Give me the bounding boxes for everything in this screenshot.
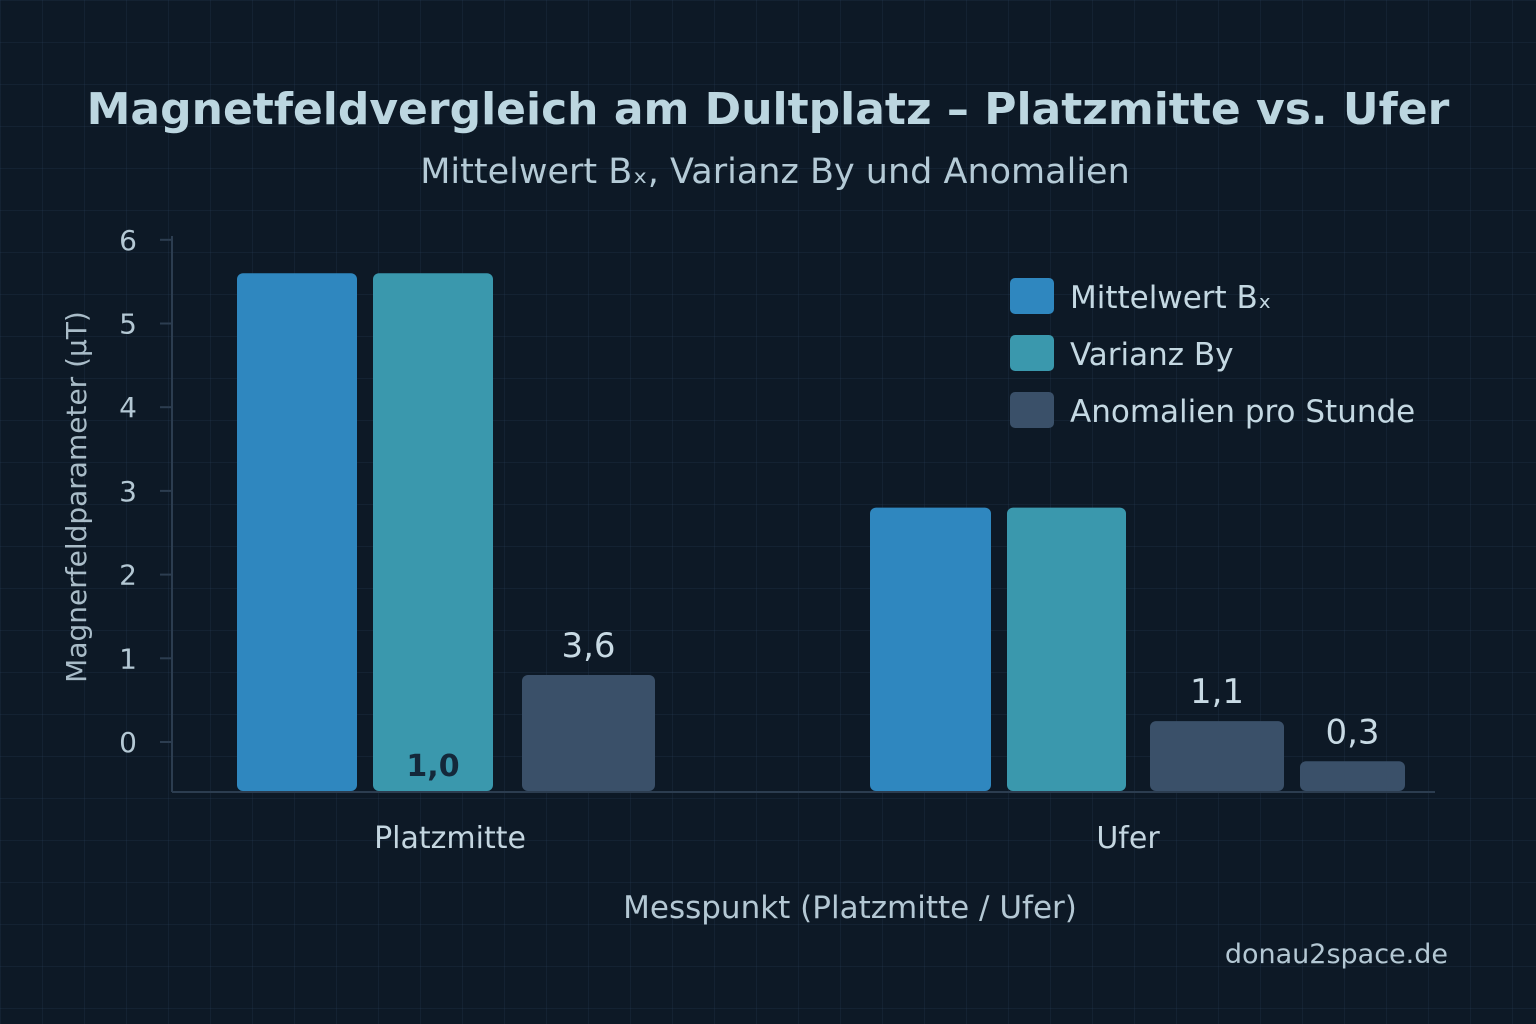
legend-swatch-anomalien bbox=[1010, 392, 1054, 428]
x-tick-platzmitte: Platzmitte bbox=[374, 821, 526, 856]
legend-swatch-mittelwert bbox=[1010, 278, 1054, 314]
bar-ufer-4 bbox=[1007, 507, 1126, 791]
y-tick-label: 3 bbox=[119, 475, 137, 508]
bar-data-label: 1,1 bbox=[1190, 672, 1244, 712]
legend: Mittelwert Bₓ Varianz By Anomalien pro S… bbox=[1010, 278, 1415, 430]
x-tick-ufer: Ufer bbox=[1096, 821, 1160, 856]
legend-swatch-varianz bbox=[1010, 335, 1054, 371]
legend-label-mittelwert: Mittelwert Bₓ bbox=[1070, 280, 1272, 316]
legend-label-anomalien: Anomalien pro Stunde bbox=[1070, 394, 1415, 430]
bar-ufer-5 bbox=[1150, 721, 1284, 791]
bar-platzmitte-1 bbox=[373, 273, 493, 791]
chart-subtitle: Mittelwert Bₓ, Varianz By und Anomalien bbox=[420, 152, 1130, 192]
y-axis-label: Magnerfeldparameter (µT) bbox=[60, 311, 93, 683]
legend-label-varianz: Varianz By bbox=[1070, 337, 1234, 373]
x-axis-label: Messpunkt (Platzmitte / Ufer) bbox=[623, 890, 1077, 926]
bar-platzmitte-0 bbox=[237, 273, 357, 791]
bar-data-label: 1,0 bbox=[406, 749, 459, 784]
bar-ufer-3 bbox=[870, 507, 991, 791]
source-watermark: donau2space.de bbox=[1225, 939, 1448, 970]
y-tick-label: 0 bbox=[119, 726, 137, 759]
y-tick-label: 5 bbox=[119, 308, 137, 341]
y-tick-label: 1 bbox=[119, 642, 137, 675]
chart-title: Magnetfeldvergleich am Dultplatz – Platz… bbox=[87, 84, 1450, 135]
y-tick-label: 2 bbox=[119, 559, 137, 592]
bars: 1,0 3,6 1,1 0,3 bbox=[237, 273, 1405, 791]
bar-data-label: 3,6 bbox=[561, 626, 615, 666]
y-axis-ticks: 0 1 2 3 4 5 6 bbox=[119, 224, 172, 759]
bar-data-label: 0,3 bbox=[1325, 712, 1379, 752]
y-tick-label: 6 bbox=[119, 224, 137, 257]
y-tick-label: 4 bbox=[119, 391, 137, 424]
bar-ufer-6 bbox=[1300, 761, 1405, 791]
bar-platzmitte-2 bbox=[522, 675, 655, 791]
